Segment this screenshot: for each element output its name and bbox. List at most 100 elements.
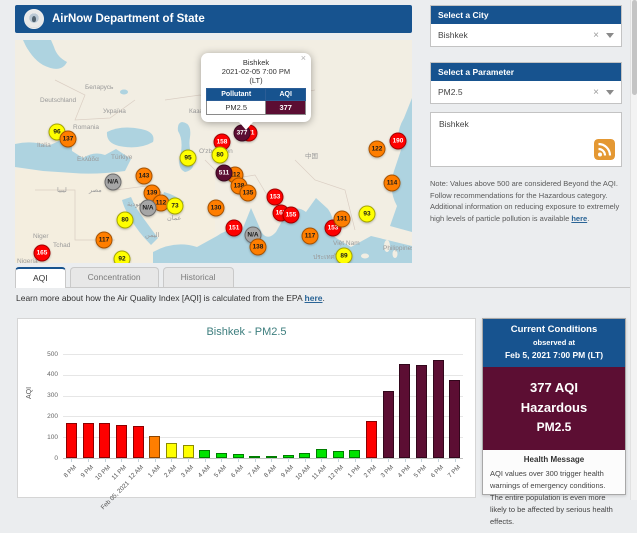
map-marker-aqi[interactable]: 89 [336, 248, 353, 264]
popup-aqi-value: 377 [266, 101, 306, 115]
aqi-pollutant: PM2.5 [485, 418, 623, 437]
health-message-title: Health Message [490, 455, 618, 464]
chart-bar[interactable] [99, 423, 110, 458]
map-marker-aqi[interactable]: 151 [226, 220, 243, 237]
map-marker-aqi[interactable]: 114 [384, 175, 401, 192]
parameter-select[interactable]: PM2.5 × [431, 81, 621, 103]
chart-y-tick-label: 300 [22, 392, 58, 399]
chart-bar[interactable] [116, 425, 127, 458]
learn-more-link[interactable]: here [305, 293, 323, 303]
chart-bar[interactable] [149, 436, 160, 458]
map-marker-aqi[interactable]: 122 [369, 141, 386, 158]
dos-seal-logo [24, 9, 44, 29]
parameter-select-label: Select a Parameter [431, 63, 621, 81]
chart-x-tick-label: 6 PM [430, 464, 445, 479]
chart-bar[interactable] [366, 421, 377, 458]
chart-bar[interactable] [183, 445, 194, 458]
chart-x-tick-label: 7 PM [446, 464, 461, 479]
chart-bar[interactable] [66, 423, 77, 458]
chart-bar[interactable] [349, 450, 360, 458]
city-select[interactable]: Bishkek × [431, 24, 621, 46]
chart-bar[interactable] [399, 364, 410, 458]
map-marker-aqi[interactable]: 95 [180, 150, 197, 167]
aqi-value-line: 377 AQI [485, 378, 623, 398]
chart-x-tick [305, 458, 306, 462]
health-message-block: Health Message AQI values over 300 trigg… [483, 450, 625, 533]
chart-x-tick [371, 458, 372, 462]
chart-x-tick [388, 458, 389, 462]
chart-x-tick-label: 1 PM [346, 464, 361, 479]
chart-bar[interactable] [133, 426, 144, 458]
tab-concentration[interactable]: Concentration [70, 267, 159, 287]
observed-at-label: observed at [486, 338, 622, 347]
popup-close-icon[interactable]: × [301, 54, 306, 63]
map-marker-aqi[interactable]: 153 [267, 189, 284, 206]
tab-historical[interactable]: Historical [163, 267, 234, 287]
map-marker-aqi[interactable]: 117 [302, 228, 319, 245]
chart-bar[interactable] [383, 391, 394, 458]
sidebar-note-suffix: . [587, 214, 589, 223]
map-marker-aqi[interactable]: 80 [212, 147, 229, 164]
city-select-clear-icon[interactable]: × [593, 30, 599, 41]
parameter-select-clear-icon[interactable]: × [593, 87, 599, 98]
map-marker-aqi[interactable]: 165 [34, 245, 51, 262]
tab-aqi[interactable]: AQI [15, 267, 66, 288]
chart-x-tick [238, 458, 239, 462]
sidebar-note-link[interactable]: here [571, 214, 587, 223]
chart-x-tick-label: 4 AM [197, 464, 212, 479]
observed-datetime: Feb 5, 2021 7:00 PM (LT) [486, 350, 622, 360]
scrollbar-thumb[interactable] [632, 0, 637, 95]
chart-x-tick-label: 1 AM [147, 464, 162, 479]
chart-gridline [63, 458, 463, 459]
page-scrollbar[interactable] [630, 0, 637, 500]
sidebar-note-text: Note: Values above 500 are considered Be… [430, 179, 619, 223]
map-marker-aqi[interactable]: 93 [359, 206, 376, 223]
map-marker-aqi[interactable]: 511 [216, 165, 233, 182]
parameter-select-box: Select a Parameter PM2.5 × [430, 62, 622, 104]
map-marker-aqi[interactable]: 155 [283, 207, 300, 224]
map-marker-aqi[interactable]: 137 [60, 131, 77, 148]
popup-datetime: 2021-02-05 7:00 PM [206, 67, 306, 76]
map-marker-aqi[interactable]: 131 [334, 211, 351, 228]
map-marker-aqi[interactable]: 80 [117, 212, 134, 229]
map-marker-aqi[interactable]: 135 [240, 185, 257, 202]
chart-bar[interactable] [333, 451, 344, 458]
city-select-caret-icon[interactable] [606, 33, 614, 38]
chart-x-tick [105, 458, 106, 462]
map-marker-aqi[interactable]: 130 [208, 200, 225, 217]
map-marker-aqi[interactable]: 143 [136, 168, 153, 185]
city-select-value: Bishkek [438, 30, 593, 40]
chart-x-tick [405, 458, 406, 462]
chart-bar[interactable] [416, 365, 427, 458]
rss-feed-icon[interactable] [594, 139, 615, 160]
chart-bar[interactable] [433, 360, 444, 458]
chart-bar[interactable] [83, 423, 94, 458]
map-marker-aqi[interactable]: 73 [167, 198, 184, 215]
current-conditions-title: Current Conditions [486, 324, 622, 335]
chart-title: Bishkek - PM2.5 [18, 326, 475, 338]
chart-x-tick-label: 10 AM [294, 464, 312, 482]
chart-bar[interactable] [166, 443, 177, 458]
chart-y-tick-label: 500 [22, 351, 58, 358]
map-marker-aqi[interactable]: N/A [140, 200, 157, 217]
map-marker-aqi[interactable]: 138 [250, 239, 267, 256]
aqi-world-map[interactable]: DeutschlandБеларусьУкраїнаRomaniaItaliaΕ… [15, 40, 412, 263]
chart-bar[interactable] [199, 450, 210, 458]
map-marker-aqi[interactable]: 190 [390, 133, 407, 150]
chart-x-tick-label: 5 PM [413, 464, 428, 479]
city-select-box: Select a City Bishkek × [430, 5, 622, 47]
parameter-select-caret-icon[interactable] [606, 90, 614, 95]
map-marker-aqi[interactable]: N/A [105, 174, 122, 191]
chart-bar[interactable] [449, 380, 460, 458]
chart-x-tick [421, 458, 422, 462]
map-marker-aqi[interactable]: 117 [96, 232, 113, 249]
aqi-category: Hazardous [485, 398, 623, 418]
chart-plot-area [63, 354, 463, 458]
chart-x-tick-label: 2 PM [363, 464, 378, 479]
chart-x-tick-label: 4 PM [396, 464, 411, 479]
chart-bar[interactable] [316, 449, 327, 458]
map-marker-aqi[interactable]: 92 [114, 251, 131, 264]
chart-x-tick [155, 458, 156, 462]
app-title: AirNow Department of State [52, 13, 205, 25]
popup-timezone: (LT) [206, 76, 306, 85]
